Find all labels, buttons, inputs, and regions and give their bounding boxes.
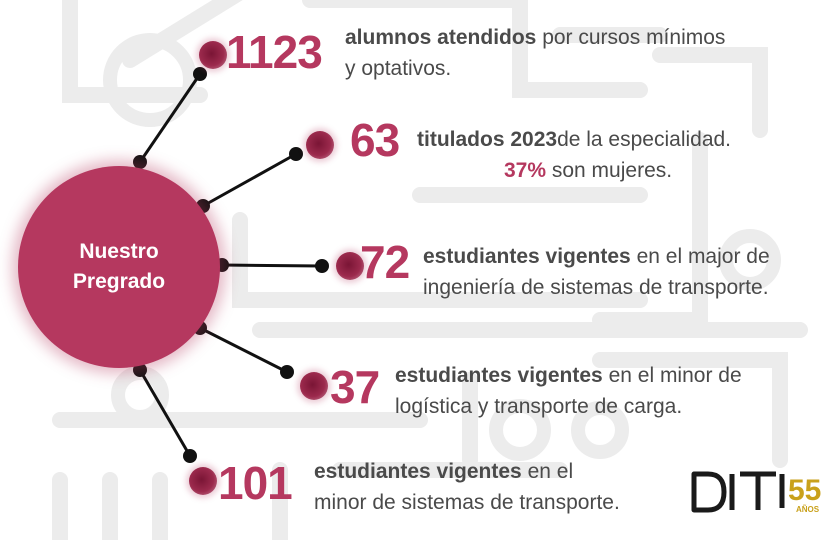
item-text: alumnos atendidos por cursos mínimos y o… xyxy=(345,22,725,84)
connector-dot xyxy=(289,147,303,161)
item-marker xyxy=(189,467,217,495)
item-bold: alumnos atendidos xyxy=(345,26,537,49)
hub-circle: Nuestro Pregrado xyxy=(18,166,220,368)
hub-title: Nuestro Pregrado xyxy=(49,237,189,297)
item-number: 1123 xyxy=(226,26,323,78)
item-rest: en el major de xyxy=(630,245,770,268)
connector-dot xyxy=(133,363,147,377)
dit-55-logo: 55 AÑOS xyxy=(691,471,821,514)
logo-sub: AÑOS xyxy=(796,505,820,514)
item-marker xyxy=(306,131,334,159)
item-line2: y optativos. xyxy=(345,57,452,80)
item-marker xyxy=(199,41,227,69)
item-line2: minor de sistemas de transporte. xyxy=(314,491,620,514)
connector-dot xyxy=(280,365,294,379)
item-bold: estudiantes vigentes xyxy=(395,364,603,387)
item-text: estudiantes vigentes en el minor de sist… xyxy=(314,456,620,518)
item-bold: titulados 2023 xyxy=(417,128,558,151)
logo-anniversary: 55 xyxy=(788,474,821,507)
item-bold: estudiantes vigentes xyxy=(423,245,631,268)
item-line2: 37% son mujeres. xyxy=(504,155,672,186)
hub-title-line2: Pregrado xyxy=(72,270,166,293)
item-line2: logística y transporte de carga. xyxy=(395,395,683,418)
item-marker xyxy=(300,372,328,400)
connector-dot xyxy=(183,449,197,463)
item-number: 101 xyxy=(218,457,293,509)
item-bold: estudiantes vigentes xyxy=(314,460,522,483)
item-line2-text: son mujeres. xyxy=(546,159,673,182)
connector-dot xyxy=(315,259,329,273)
item-number: 72 xyxy=(360,236,410,288)
item-rest: de la especialidad. xyxy=(557,128,732,151)
item-line2: ingeniería de sistemas de transporte. xyxy=(423,276,769,299)
connector-dot xyxy=(133,155,147,169)
item-text: estudiantes vigentes en el major de inge… xyxy=(423,241,770,303)
item-number: 37 xyxy=(330,361,380,413)
item-rest: en el xyxy=(521,460,574,483)
hub-title-line1: Nuestro xyxy=(79,240,159,263)
item-text: titulados 2023de la especialidad. xyxy=(417,124,731,155)
item-number: 63 xyxy=(350,114,400,166)
item-rest: en el minor de xyxy=(602,364,742,387)
item-rest: por cursos mínimos xyxy=(536,26,726,49)
item-marker xyxy=(336,252,364,280)
item-highlight: 37% xyxy=(504,159,547,182)
item-text: estudiantes vigentes en el minor de logí… xyxy=(395,360,742,422)
connector-dot xyxy=(193,67,207,81)
